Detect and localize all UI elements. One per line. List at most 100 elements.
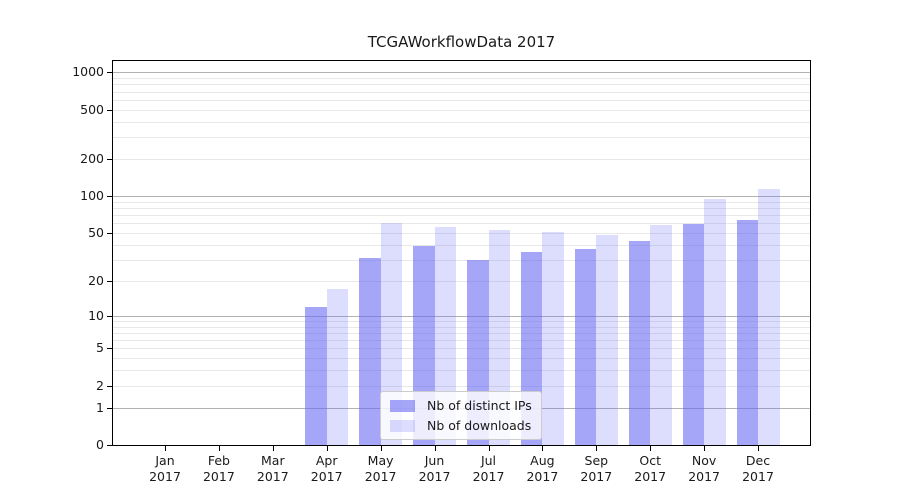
bar-downloads-sep bbox=[596, 235, 618, 445]
legend-label-downloads: Nb of downloads bbox=[427, 418, 532, 433]
y-tick-mark bbox=[107, 407, 112, 409]
x-tick-label-jun: Jun bbox=[424, 453, 445, 468]
x-tick-mark bbox=[165, 446, 166, 451]
y-gridline-minor bbox=[113, 158, 810, 160]
y-gridline-minor bbox=[113, 109, 810, 111]
bar-downloads-dec bbox=[758, 188, 780, 445]
x-tick-mark bbox=[380, 446, 382, 451]
y-gridline-minor bbox=[113, 280, 810, 282]
y-gridline-minor bbox=[113, 215, 810, 217]
x-tick-year-jun: 2017 bbox=[418, 469, 451, 484]
y-gridline-minor bbox=[113, 78, 810, 79]
bar-distinct-ips-nov bbox=[682, 224, 705, 445]
y-tick-mark bbox=[107, 109, 112, 111]
y-gridline-minor bbox=[113, 232, 810, 234]
y-gridline-minor bbox=[113, 91, 810, 93]
legend: Nb of distinct IPs Nb of downloads bbox=[380, 391, 542, 440]
x-tick-mark bbox=[272, 446, 274, 451]
y-gridline-minor bbox=[113, 348, 810, 350]
y-gridline-minor bbox=[113, 99, 810, 101]
x-tick-year-jul: 2017 bbox=[472, 469, 505, 484]
x-tick-year-sep: 2017 bbox=[580, 469, 613, 484]
x-tick-year-mar: 2017 bbox=[256, 469, 289, 484]
x-tick-mark bbox=[758, 446, 759, 451]
y-gridline-major bbox=[113, 315, 810, 317]
y-tick-label-1000: 1000 bbox=[72, 64, 104, 80]
y-gridline-major bbox=[113, 196, 810, 198]
y-tick-label-2: 2 bbox=[96, 377, 104, 393]
y-gridline-minor bbox=[113, 244, 810, 246]
x-tick-label-dec: Dec bbox=[745, 453, 771, 468]
y-gridline-minor bbox=[113, 201, 810, 203]
legend-swatch-downloads bbox=[390, 419, 415, 432]
y-tick-label-100: 100 bbox=[80, 188, 104, 204]
legend-label-distinct-ips: Nb of distinct IPs bbox=[427, 398, 532, 413]
y-gridline-minor bbox=[113, 320, 810, 322]
x-tick-label-sep: Sep bbox=[584, 453, 609, 468]
x-tick-mark bbox=[704, 446, 706, 451]
legend-item-distinct-ips: Nb of distinct IPs bbox=[390, 398, 532, 413]
y-gridline-minor bbox=[113, 340, 810, 341]
x-tick-year-aug: 2017 bbox=[526, 469, 559, 484]
bar-distinct-ips-apr bbox=[305, 306, 327, 445]
y-gridline-minor bbox=[113, 223, 810, 225]
x-tick-label-nov: Nov bbox=[691, 453, 717, 468]
y-tick-label-1: 1 bbox=[96, 399, 104, 415]
x-tick-label-aug: Aug bbox=[530, 453, 555, 468]
y-tick-label-10: 10 bbox=[88, 307, 104, 323]
bar-distinct-ips-may bbox=[359, 258, 381, 445]
y-tick-label-500: 500 bbox=[80, 101, 104, 117]
y-gridline-minor bbox=[113, 332, 810, 334]
chart-title: TCGAWorkflowData 2017 bbox=[367, 33, 556, 51]
y-tick-mark bbox=[107, 348, 112, 350]
y-gridline-major bbox=[113, 72, 810, 74]
y-tick-mark bbox=[107, 196, 112, 198]
x-tick-label-mar: Mar bbox=[261, 453, 285, 468]
x-tick-year-may: 2017 bbox=[364, 469, 397, 484]
x-tick-year-nov: 2017 bbox=[688, 469, 720, 484]
y-tick-mark bbox=[107, 280, 112, 282]
bar-downloads-nov bbox=[704, 198, 726, 445]
y-tick-label-200: 200 bbox=[80, 150, 104, 166]
x-tick-year-jan: 2017 bbox=[149, 469, 181, 484]
y-tick-label-50: 50 bbox=[88, 224, 104, 240]
plot-area bbox=[113, 61, 810, 445]
bar-downloads-aug bbox=[542, 231, 564, 445]
y-tick-mark bbox=[107, 385, 112, 387]
x-tick-year-dec: 2017 bbox=[742, 469, 774, 484]
x-tick-label-jan: Jan bbox=[155, 453, 175, 468]
y-tick-label-0: 0 bbox=[96, 437, 104, 452]
bar-downloads-oct bbox=[650, 225, 672, 445]
x-tick-mark bbox=[218, 446, 220, 451]
y-tick-mark bbox=[107, 158, 112, 160]
x-tick-year-feb: 2017 bbox=[202, 469, 235, 484]
x-tick-label-apr: Apr bbox=[315, 453, 338, 468]
bar-distinct-ips-sep bbox=[574, 248, 597, 445]
y-gridline-minor bbox=[113, 259, 810, 261]
y-gridline-minor bbox=[113, 385, 810, 387]
y-tick-mark bbox=[107, 445, 112, 446]
y-gridline-minor bbox=[113, 84, 810, 86]
x-tick-mark bbox=[488, 446, 490, 451]
x-tick-label-feb: Feb bbox=[207, 453, 230, 468]
bar-downloads-apr bbox=[326, 289, 349, 445]
x-tick-mark bbox=[542, 446, 544, 451]
legend-item-downloads: Nb of downloads bbox=[390, 418, 532, 433]
bar-distinct-ips-dec bbox=[736, 219, 758, 445]
x-tick-mark bbox=[596, 446, 598, 451]
x-tick-label-jul: Jul bbox=[480, 453, 497, 468]
x-tick-label-may: May bbox=[367, 453, 394, 468]
y-gridline-minor bbox=[113, 370, 810, 372]
x-tick-year-apr: 2017 bbox=[310, 469, 343, 484]
x-tick-mark bbox=[650, 446, 652, 451]
x-tick-label-oct: Oct bbox=[639, 453, 661, 468]
y-gridline-minor bbox=[113, 358, 810, 360]
y-tick-mark bbox=[107, 232, 112, 234]
y-gridline-minor bbox=[113, 326, 810, 328]
x-tick-mark bbox=[434, 446, 436, 451]
y-tick-label-5: 5 bbox=[96, 340, 104, 356]
bar-distinct-ips-oct bbox=[628, 240, 651, 445]
y-tick-mark bbox=[107, 72, 112, 74]
y-tick-mark bbox=[107, 315, 112, 317]
